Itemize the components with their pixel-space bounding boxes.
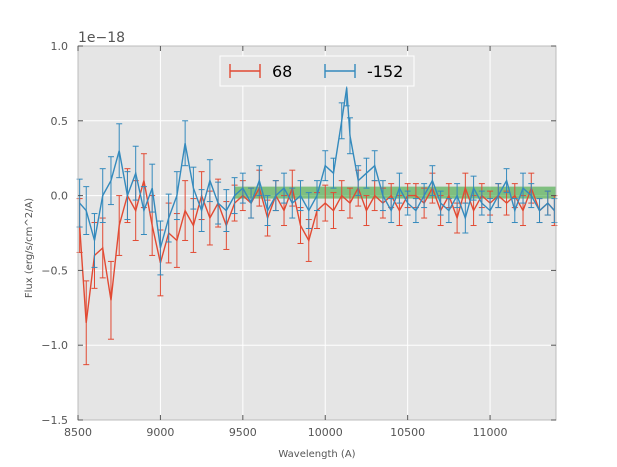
axis-offset-text: 1e−18 (78, 30, 125, 46)
x-tick-label: 10000 (308, 426, 343, 439)
band-layer (234, 186, 556, 199)
x-tick-label: 8500 (64, 426, 92, 439)
legend-label: -152 (367, 62, 403, 81)
plot-background (78, 46, 556, 420)
x-tick-label: 10500 (390, 426, 425, 439)
y-axis-label: Flux (erg/s/cm^2/A) (24, 198, 35, 298)
legend: 68 -152 (219, 55, 415, 87)
series-layer (76, 69, 558, 366)
plot-frame (77, 45, 557, 421)
y-tick-label: −1.0 (41, 339, 68, 352)
ticks: 8500 9000 9500 10000 10500 11000 −1.5 −1.0 −0.5 0… (41, 40, 556, 439)
series-1 (76, 69, 558, 276)
y-tick-label: 1.0 (51, 40, 69, 53)
y-tick-label: 0.5 (51, 115, 69, 128)
x-tick-label: 9000 (146, 426, 174, 439)
x-tick-label: 11000 (473, 426, 508, 439)
x-tick-label: 9500 (229, 426, 257, 439)
series-line (79, 87, 555, 249)
y-tick-label: −0.5 (41, 264, 68, 277)
legend-entry-1: -152 (324, 62, 403, 81)
legend-entry-0: 68 (229, 62, 292, 81)
y-tick-label: 0.0 (51, 190, 69, 203)
highlight-band (234, 186, 556, 199)
x-axis-label: Wavelength (A) (278, 449, 355, 460)
legend-label: 68 (272, 62, 292, 81)
y-tick-label: −1.5 (41, 414, 68, 427)
